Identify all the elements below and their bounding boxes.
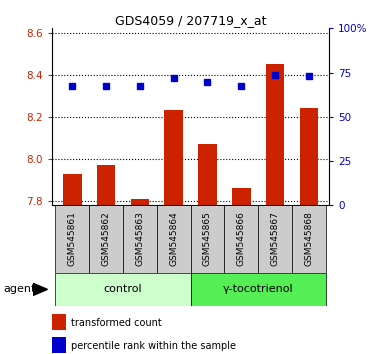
Text: GSM545865: GSM545865 [203, 211, 212, 267]
Bar [300, 108, 318, 205]
Text: γ-tocotrienol: γ-tocotrienol [223, 284, 293, 295]
Bar [55, 273, 191, 306]
Text: control: control [104, 284, 142, 295]
Bar [52, 337, 66, 353]
Bar [292, 205, 326, 273]
Bar [123, 205, 157, 273]
Text: GSM545863: GSM545863 [136, 211, 144, 267]
Text: transformed count: transformed count [71, 318, 162, 328]
Bar [232, 188, 251, 205]
Bar [224, 205, 258, 273]
Bar [63, 174, 82, 205]
Bar [198, 144, 217, 205]
Text: GSM545867: GSM545867 [271, 211, 280, 267]
Bar [164, 110, 183, 205]
Text: GSM545861: GSM545861 [68, 211, 77, 267]
Bar [52, 314, 66, 331]
Text: GSM545866: GSM545866 [237, 211, 246, 267]
Text: agent: agent [4, 284, 36, 295]
Bar [55, 205, 89, 273]
Text: GSM545864: GSM545864 [169, 212, 178, 266]
Text: GSM545862: GSM545862 [102, 212, 110, 266]
Bar [89, 205, 123, 273]
Bar [97, 165, 116, 205]
Bar [157, 205, 191, 273]
Bar [191, 205, 224, 273]
Bar [131, 199, 149, 205]
Bar [191, 273, 326, 306]
Bar [266, 64, 285, 205]
Text: percentile rank within the sample: percentile rank within the sample [71, 341, 236, 351]
Text: GSM545868: GSM545868 [305, 211, 313, 267]
Title: GDS4059 / 207719_x_at: GDS4059 / 207719_x_at [115, 14, 266, 27]
Bar [258, 205, 292, 273]
Polygon shape [33, 283, 47, 296]
